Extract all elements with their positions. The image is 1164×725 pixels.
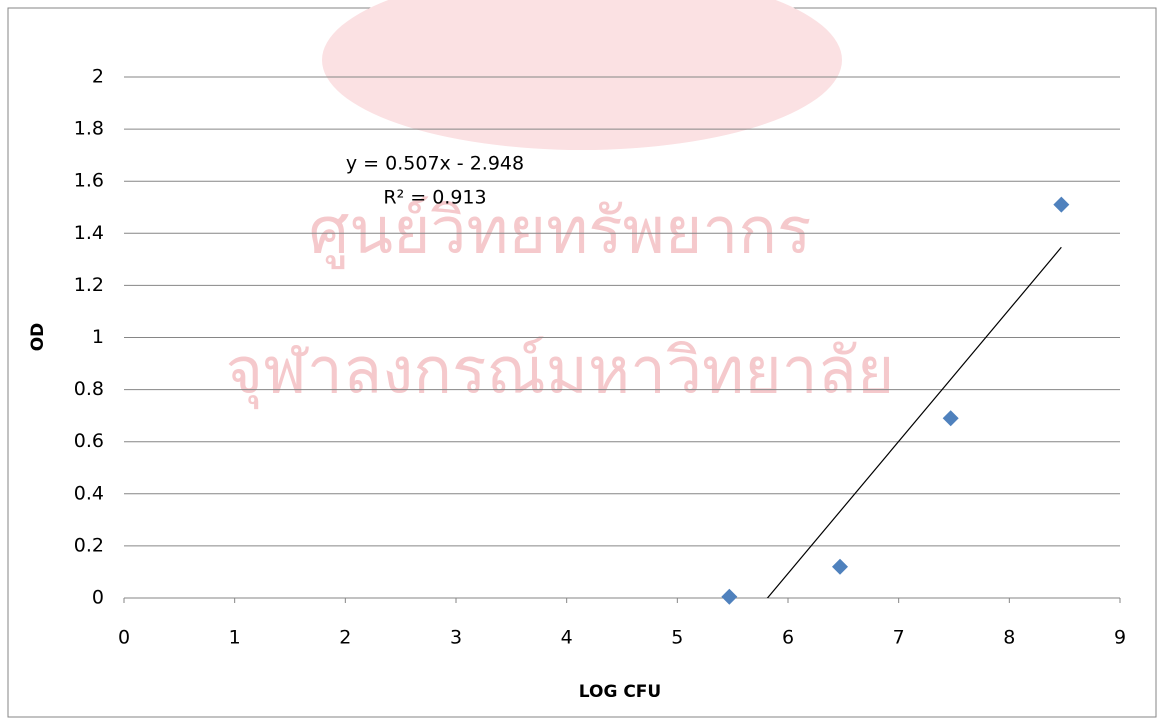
y-axis-label: OD bbox=[28, 323, 48, 352]
y-tick-label: 1.4 bbox=[74, 222, 104, 244]
x-tick-label: 0 bbox=[118, 627, 130, 649]
watermark-emblem bbox=[322, 0, 842, 150]
data-point bbox=[942, 410, 959, 427]
watermark-text: ศูนย์วิทยทรัพยากร bbox=[309, 195, 812, 270]
x-tick-label: 4 bbox=[561, 627, 573, 649]
x-tick-label: 8 bbox=[1003, 627, 1015, 649]
y-tick-label: 1.8 bbox=[74, 118, 104, 140]
data-point bbox=[832, 558, 849, 575]
y-tick-label: 1 bbox=[92, 326, 104, 348]
trendline-group bbox=[766, 246, 1062, 598]
y-tick-label: 0.8 bbox=[74, 378, 104, 400]
watermark-text: จุฬาลงกรณ์มหาวิทยาลัย bbox=[226, 335, 895, 410]
y-tick-label: 0.6 bbox=[74, 430, 104, 452]
x-tick-label: 6 bbox=[782, 627, 794, 649]
x-axis-label: LOG CFU bbox=[579, 682, 661, 702]
x-tick-label: 5 bbox=[671, 627, 683, 649]
x-tick-label: 7 bbox=[893, 627, 905, 649]
y-tick-label: 0.2 bbox=[74, 534, 104, 556]
x-tick-label: 1 bbox=[229, 627, 241, 649]
y-tick-label: 2 bbox=[92, 66, 104, 88]
y-tick-label: 0 bbox=[92, 587, 104, 609]
y-tick-label: 1.2 bbox=[74, 274, 104, 296]
x-tick-label: 2 bbox=[339, 627, 351, 649]
trendline-r2: R² = 0.913 bbox=[383, 187, 486, 209]
x-tick-label: 3 bbox=[450, 627, 462, 649]
trendline-equation: y = 0.507x - 2.948 bbox=[346, 153, 524, 175]
data-point bbox=[721, 588, 738, 605]
x-tick-label: 9 bbox=[1114, 627, 1126, 649]
trendline bbox=[766, 246, 1062, 598]
y-tick-label: 1.6 bbox=[74, 170, 104, 192]
data-point bbox=[1053, 196, 1070, 213]
y-tick-label: 0.4 bbox=[74, 482, 104, 504]
